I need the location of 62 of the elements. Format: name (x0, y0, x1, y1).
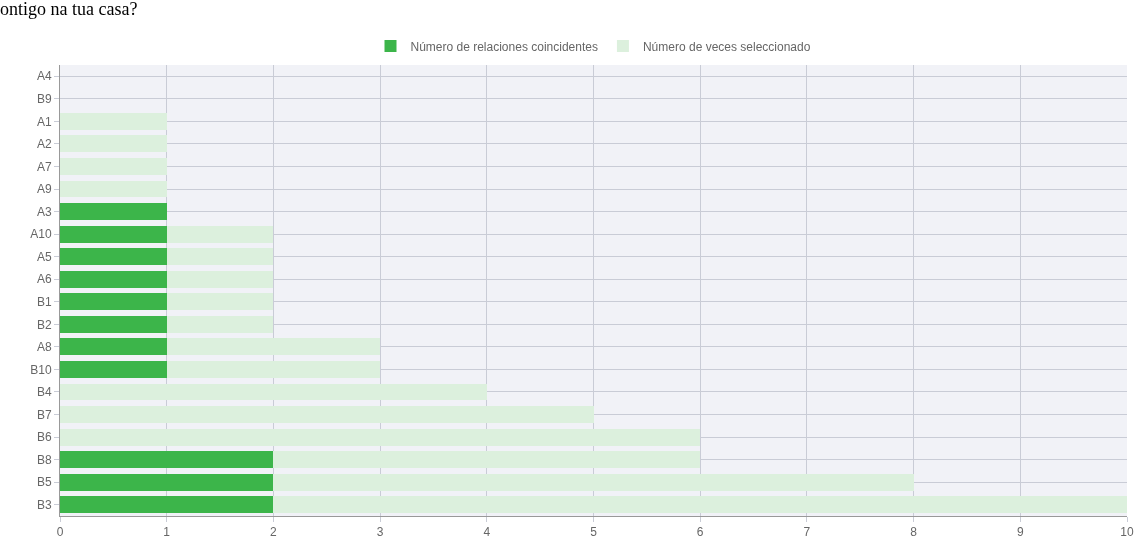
x-tick-label: 10 (1120, 525, 1134, 540)
y-tick-label: A8 (36, 340, 52, 355)
y-tick-label: B6 (36, 430, 52, 445)
y-tick-label: B5 (36, 475, 52, 490)
y-tick-label: A4 (36, 69, 52, 84)
bar (166, 360, 381, 378)
bar (60, 248, 167, 266)
bar (60, 270, 167, 288)
bar (166, 225, 274, 243)
bar (60, 315, 167, 333)
x-tick-label: 3 (376, 525, 384, 540)
legend-label: Número de relaciones coincidentes (410, 39, 598, 54)
bar (60, 112, 167, 130)
bar (166, 293, 274, 311)
bar (60, 473, 274, 491)
y-tick-label: B3 (36, 497, 52, 512)
bar (60, 203, 167, 221)
y-tick-label: B2 (36, 317, 52, 332)
bar (60, 451, 274, 469)
bar (60, 496, 274, 514)
bar (60, 180, 167, 198)
x-tick-label: 1 (163, 525, 171, 540)
y-tick-label: B10 (30, 362, 52, 377)
y-tick-label: A2 (36, 137, 52, 152)
bar (60, 406, 594, 423)
y-tick-label: B9 (36, 92, 52, 107)
bar (60, 293, 167, 311)
y-tick-label: A10 (30, 227, 52, 242)
bar (166, 315, 274, 333)
bar (60, 383, 487, 401)
x-tick-label: 5 (590, 525, 598, 540)
bar (166, 338, 381, 356)
bar (60, 135, 167, 153)
bar (273, 451, 701, 469)
y-tick-label: A5 (36, 249, 52, 264)
bar (166, 270, 274, 288)
bar (166, 248, 274, 266)
legend-label: Número de veces seleccionado (642, 39, 811, 54)
x-tick-label: 9 (1016, 525, 1024, 540)
y-tick-label: A6 (36, 272, 52, 287)
y-tick-label: A1 (36, 114, 52, 129)
x-tick-label: 8 (910, 525, 918, 540)
y-tick-label: B4 (36, 385, 52, 400)
y-tick-label: B7 (36, 407, 52, 422)
bar (273, 473, 914, 491)
bar (60, 338, 167, 356)
x-tick-label: 6 (696, 525, 704, 540)
chart-title: ontigo na tua casa? (0, 0, 138, 20)
y-tick-label: B8 (36, 452, 52, 467)
x-tick-label: 7 (803, 525, 811, 540)
y-tick-label: B1 (36, 294, 52, 309)
bar (60, 428, 701, 446)
y-tick-label: A7 (36, 159, 52, 174)
bar (60, 225, 167, 243)
x-tick-label: 4 (483, 525, 491, 540)
y-tick-label: A3 (36, 204, 52, 219)
bar (60, 360, 167, 378)
bar (273, 496, 1127, 514)
y-tick-label: A9 (36, 182, 52, 197)
x-tick-label: 0 (56, 525, 64, 540)
bar (60, 158, 167, 175)
x-tick-label: 2 (270, 525, 278, 540)
